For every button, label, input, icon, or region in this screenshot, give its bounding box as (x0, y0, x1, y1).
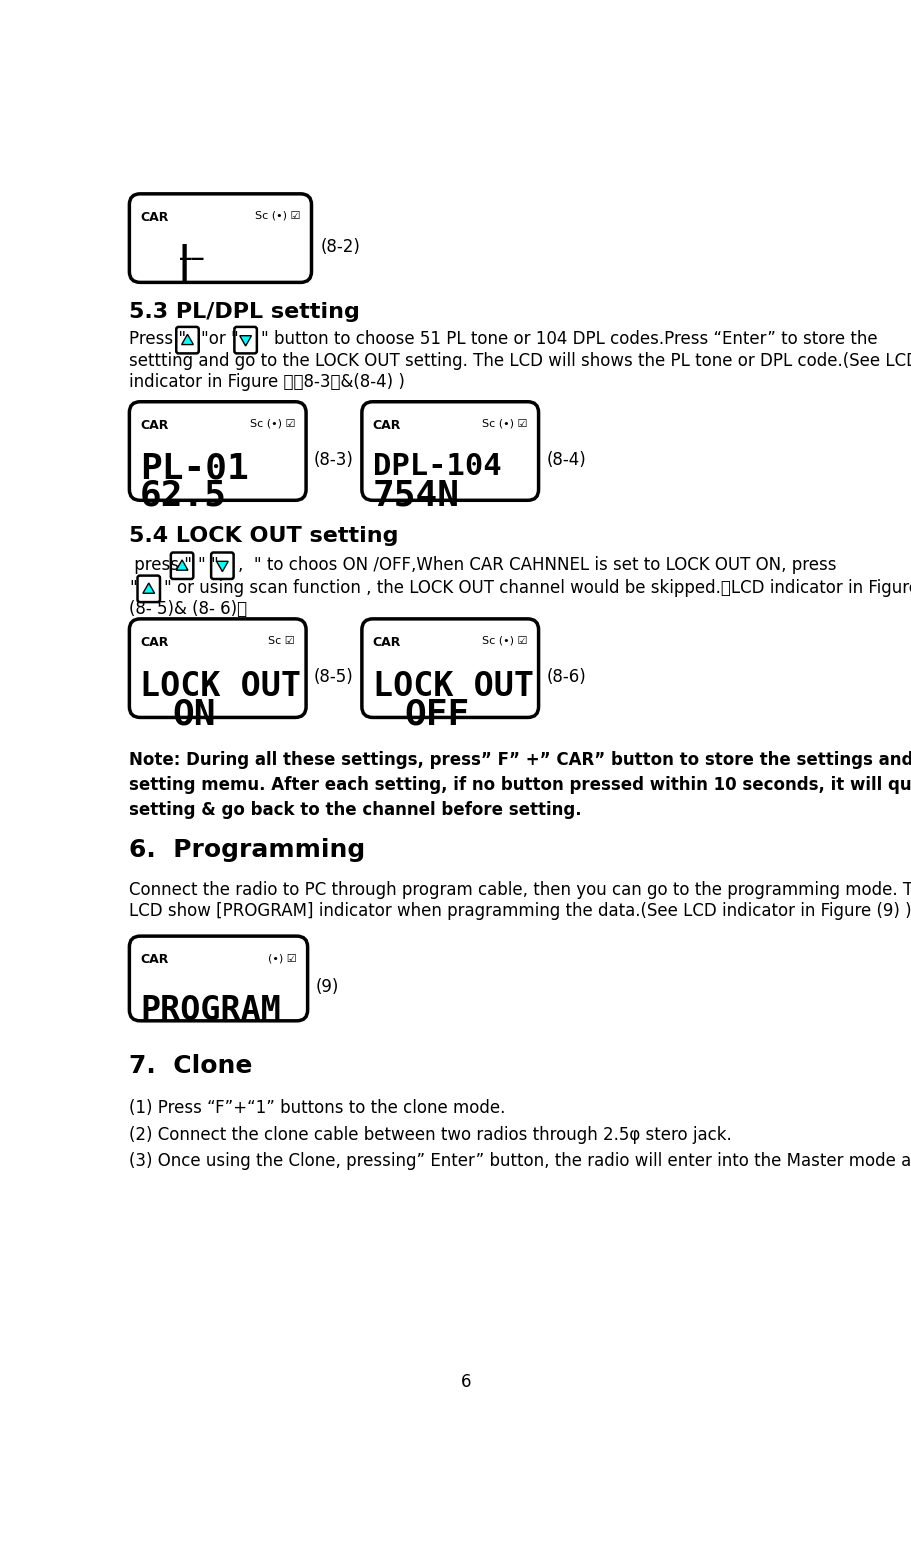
Text: ON: ON (172, 698, 216, 732)
Text: 5.3 PL/DPL setting: 5.3 PL/DPL setting (129, 302, 360, 322)
Text: (9): (9) (315, 979, 339, 996)
Text: ――: ―― (179, 249, 203, 269)
Text: (1) Press “F”+“1” buttons to the clone mode.: (1) Press “F”+“1” buttons to the clone m… (129, 1098, 506, 1117)
Text: (8-3): (8-3) (313, 450, 353, 469)
FancyBboxPatch shape (138, 576, 160, 602)
Text: " or using scan function , the LOCK OUT channel would be skipped.（LCD indicator : " or using scan function , the LOCK OUT … (164, 579, 911, 597)
Text: OFF: OFF (404, 698, 470, 732)
Text: (8-4): (8-4) (547, 450, 586, 469)
Text: settting and go to the LOCK OUT setting. The LCD will shows the PL tone or DPL c: settting and go to the LOCK OUT setting.… (129, 352, 911, 369)
Text: LOCK OUT: LOCK OUT (373, 669, 534, 702)
Text: Sc (•) ☑: Sc (•) ☑ (255, 211, 301, 221)
Text: (2) Connect the clone cable between two radios through 2.5φ stero jack.: (2) Connect the clone cable between two … (129, 1126, 732, 1143)
Text: CAR: CAR (140, 419, 169, 432)
FancyBboxPatch shape (362, 402, 538, 500)
Text: DPL-104: DPL-104 (373, 452, 501, 480)
FancyBboxPatch shape (176, 327, 199, 353)
Text: 62.5: 62.5 (140, 479, 227, 513)
Polygon shape (143, 583, 155, 593)
Polygon shape (181, 335, 193, 344)
Text: 6: 6 (461, 1373, 472, 1392)
Text: CAR: CAR (140, 211, 169, 224)
Text: CAR: CAR (373, 419, 401, 432)
Text: (8- 5)& (8- 6)）: (8- 5)& (8- 6)） (129, 601, 248, 618)
Text: setting memu. After each setting, if no button pressed within 10 seconds, it wil: setting memu. After each setting, if no … (129, 776, 911, 795)
Text: PROGRAM: PROGRAM (140, 993, 281, 1028)
Text: 6.  Programming: 6. Programming (129, 838, 365, 862)
Text: CAR: CAR (373, 637, 401, 649)
Text: (•) ☑: (•) ☑ (268, 952, 297, 963)
Text: (8-2): (8-2) (321, 238, 361, 256)
Text: |: | (172, 244, 195, 283)
FancyBboxPatch shape (129, 194, 312, 283)
Text: ": " (129, 579, 138, 597)
Text: setting & go back to the channel before setting.: setting & go back to the channel before … (129, 801, 582, 818)
FancyBboxPatch shape (129, 937, 308, 1021)
FancyBboxPatch shape (129, 619, 306, 718)
Text: CAR: CAR (140, 637, 169, 649)
Text: Press ": Press " (129, 330, 187, 349)
FancyBboxPatch shape (362, 619, 538, 718)
FancyBboxPatch shape (234, 327, 257, 353)
Polygon shape (240, 336, 251, 346)
Text: 754N: 754N (373, 479, 460, 513)
Text: " ": " " (198, 555, 219, 574)
Text: (3) Once using the Clone, pressing” Enter” button, the radio will enter into the: (3) Once using the Clone, pressing” Ente… (129, 1153, 911, 1170)
Text: Connect the radio to PC through program cable, then you can go to the programmin: Connect the radio to PC through program … (129, 881, 911, 899)
Text: press ": press " (129, 555, 192, 574)
Text: LOCK OUT: LOCK OUT (140, 669, 302, 702)
FancyBboxPatch shape (129, 402, 306, 500)
Text: CAR: CAR (140, 952, 169, 967)
Polygon shape (217, 561, 229, 571)
Text: " button to choose 51 PL tone or 104 DPL codes.Press “Enter” to store the: " button to choose 51 PL tone or 104 DPL… (261, 330, 878, 349)
Text: "or ": "or " (201, 330, 240, 349)
Text: LCD show [PROGRAM] indicator when pragramming the data.(See LCD indicator in Fig: LCD show [PROGRAM] indicator when pragra… (129, 902, 911, 920)
Text: 5.4 LOCK OUT setting: 5.4 LOCK OUT setting (129, 527, 399, 546)
Text: Sc (•) ☑: Sc (•) ☑ (482, 637, 527, 646)
Text: Sc (•) ☑: Sc (•) ☑ (250, 419, 295, 429)
Text: Sc ☑: Sc ☑ (269, 637, 295, 646)
Text: (8-5): (8-5) (313, 668, 353, 687)
Text: ,  " to choos ON /OFF,When CAR CAHNNEL is set to LOCK OUT ON, press: , " to choos ON /OFF,When CAR CAHNNEL is… (238, 555, 836, 574)
Text: 7.  Clone: 7. Clone (129, 1054, 252, 1078)
Text: Sc (•) ☑: Sc (•) ☑ (482, 419, 527, 429)
FancyBboxPatch shape (171, 552, 193, 579)
Text: indicator in Figure 　（8-3）&(8-4) ): indicator in Figure （8-3）&(8-4) ) (129, 374, 405, 391)
Text: PL-01: PL-01 (140, 452, 249, 486)
Text: (8-6): (8-6) (547, 668, 586, 687)
Text: Note: During all these settings, press” F” +” CAR” button to store the settings : Note: During all these settings, press” … (129, 751, 911, 769)
FancyBboxPatch shape (211, 552, 233, 579)
Polygon shape (176, 560, 188, 571)
